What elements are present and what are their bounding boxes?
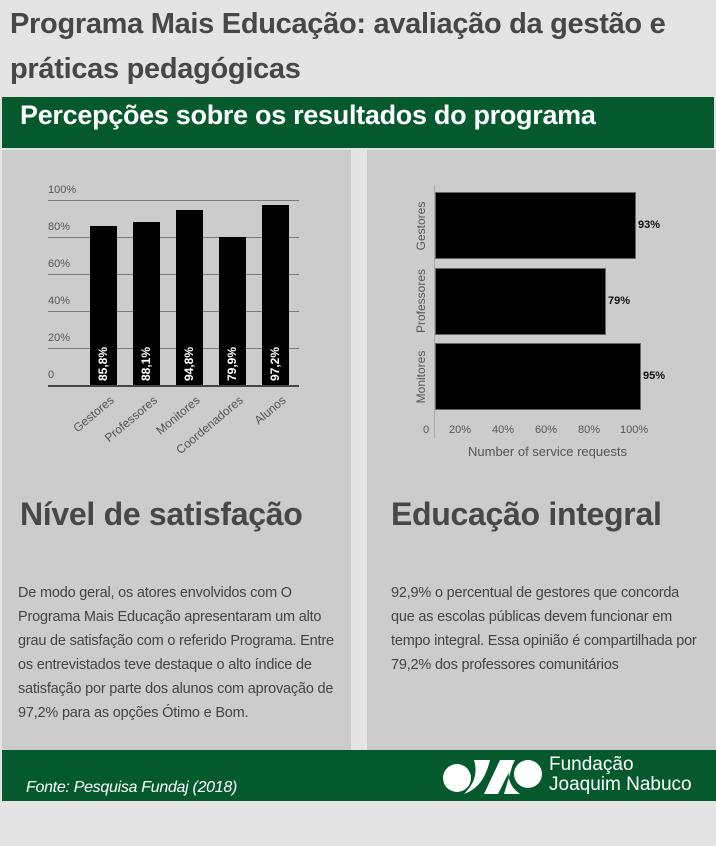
y-axis-line [434, 185, 435, 438]
bar-alunos: 97,2% [262, 205, 289, 385]
integral-education-bar-chart: Gestores 93% Professores 79% Monitores 9… [367, 150, 716, 480]
bar-value-label: 88,1% [138, 346, 153, 381]
bar-value-label: 93% [638, 219, 661, 231]
y-label-gestores: Gestores [414, 201, 428, 251]
footer-band: Fonte: Pesquisa Fundaj (2018) Fundação J… [2, 750, 716, 801]
bar-gestores: 85,8% [90, 226, 117, 385]
x-label-alunos: Alunos [251, 393, 289, 428]
integral-education-heading: Educação integral [391, 496, 662, 532]
gridline-60 [48, 274, 299, 275]
y-label-professores: Professores [414, 268, 428, 334]
bar-value-label: 97,2% [267, 346, 282, 381]
x-axis-title: Number of service requests [468, 444, 627, 459]
x-tick-40: 40% [492, 424, 515, 436]
satisfaction-text: De modo geral, os atores envolvidos com … [18, 585, 334, 721]
logo-line-2: Joaquim Nabuco [549, 774, 692, 795]
banner-title: Percepções sobre os resultados do progra… [20, 100, 596, 130]
integral-education-panel: Gestores 93% Professores 79% Monitores 9… [367, 150, 716, 750]
bar-value-label: 79,9% [224, 346, 239, 381]
section-banner: Percepções sobre os resultados do progra… [2, 97, 714, 148]
bar-monitores [435, 343, 641, 410]
bar-value-label: 85,8% [95, 346, 110, 381]
bar-professores: 88,1% [133, 222, 160, 385]
x-tick-60: 60% [535, 424, 558, 436]
logo-line-1: Fundação [549, 754, 634, 775]
x-axis-baseline [48, 385, 299, 387]
bar-gestores [435, 192, 636, 259]
y-tick-100: 100% [48, 184, 77, 196]
plot-area: 85,8% 88,1% 94,8% 79,9% 97,2% [48, 200, 299, 385]
y-tick-40: 40% [48, 295, 71, 307]
gridline-80 [48, 237, 299, 238]
y-tick-80: 80% [48, 221, 71, 233]
bar-coordenadores: 79,9% [219, 237, 246, 385]
bar-value-label: 95% [643, 370, 666, 382]
logo-wordmark: Fundação Joaquim Nabuco [549, 755, 692, 795]
satisfaction-bar-chart: 100% 80% 60% 40% 20% 0 85,8% 88,1% 94,8%… [2, 150, 351, 480]
x-tick-80: 80% [578, 424, 601, 436]
bar-value-label: 94,8% [181, 346, 196, 381]
integral-education-text: 92,9% o percentual de gestores que conco… [391, 585, 697, 673]
page-title: Programa Mais Educação: avaliação da ges… [10, 8, 666, 85]
gridline-40 [48, 311, 299, 312]
y-label-monitores: Monitores [414, 350, 428, 404]
bar-professores [435, 268, 606, 335]
fundaj-logo-icon [443, 760, 542, 794]
y-tick-20: 20% [48, 332, 71, 344]
x-tick-100: 100% [620, 424, 649, 436]
x-tick-20: 20% [449, 424, 472, 436]
satisfaction-panel: 100% 80% 60% 40% 20% 0 85,8% 88,1% 94,8%… [2, 150, 351, 750]
bar-monitores: 94,8% [176, 209, 203, 385]
gridline-20 [48, 348, 299, 349]
y-tick-60: 60% [48, 258, 71, 270]
gridline-100 [48, 200, 299, 201]
x-tick-0: 0 [423, 424, 430, 436]
y-tick-0: 0 [48, 369, 55, 381]
bar-value-label: 79% [608, 295, 631, 307]
source-caption: Fonte: Pesquisa Fundaj (2018) [26, 779, 237, 796]
satisfaction-heading: Nível de satisfação [20, 496, 303, 532]
